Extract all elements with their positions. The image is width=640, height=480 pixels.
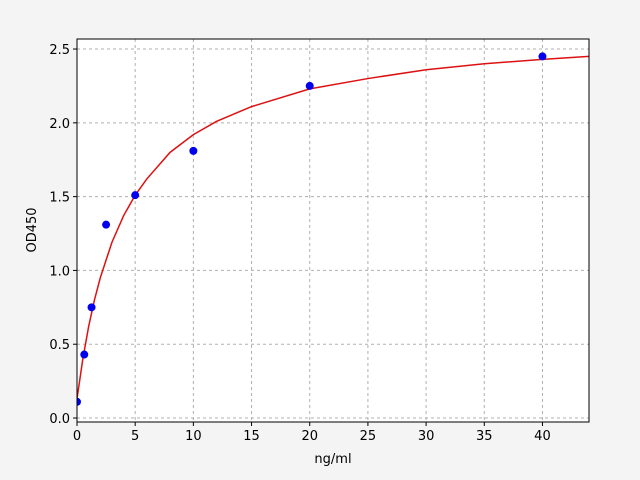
data-point <box>305 81 314 90</box>
y-tick-label: 0.5 <box>49 338 70 353</box>
plot-area <box>77 39 589 422</box>
y-axis-label: OD450 <box>25 207 40 252</box>
y-tick-label: 1.0 <box>49 264 70 279</box>
fit-curve <box>77 55 589 399</box>
grid <box>76 39 589 422</box>
data-point <box>131 191 140 200</box>
x-tick-label: 5 <box>131 429 139 444</box>
data-point <box>80 350 89 359</box>
y-tick-label: 2.0 <box>49 117 70 132</box>
data-point <box>189 146 198 155</box>
plot-frame <box>76 38 590 423</box>
ticks: 0 5 10 15 20 25 30 35 40 0.0 0.5 1.0 1.5 2.0 2.5 <box>49 43 550 444</box>
data-point <box>77 397 81 406</box>
x-tick-label: 35 <box>476 429 493 444</box>
marks <box>77 52 589 406</box>
x-tick-label: 15 <box>243 429 260 444</box>
y-tick-label: 2.5 <box>49 43 70 58</box>
x-tick-label: 40 <box>534 429 551 444</box>
data-point <box>538 52 547 61</box>
x-tick-label: 30 <box>418 429 435 444</box>
data-point <box>87 303 96 312</box>
x-tick-label: 0 <box>73 429 81 444</box>
data-point <box>102 220 111 229</box>
x-tick-label: 25 <box>360 429 377 444</box>
x-tick-label: 10 <box>185 429 202 444</box>
x-tick-label: 20 <box>301 429 318 444</box>
y-tick-label: 0.0 <box>49 412 70 427</box>
x-axis-label: ng/ml <box>314 452 351 467</box>
y-tick-label: 1.5 <box>49 191 70 206</box>
